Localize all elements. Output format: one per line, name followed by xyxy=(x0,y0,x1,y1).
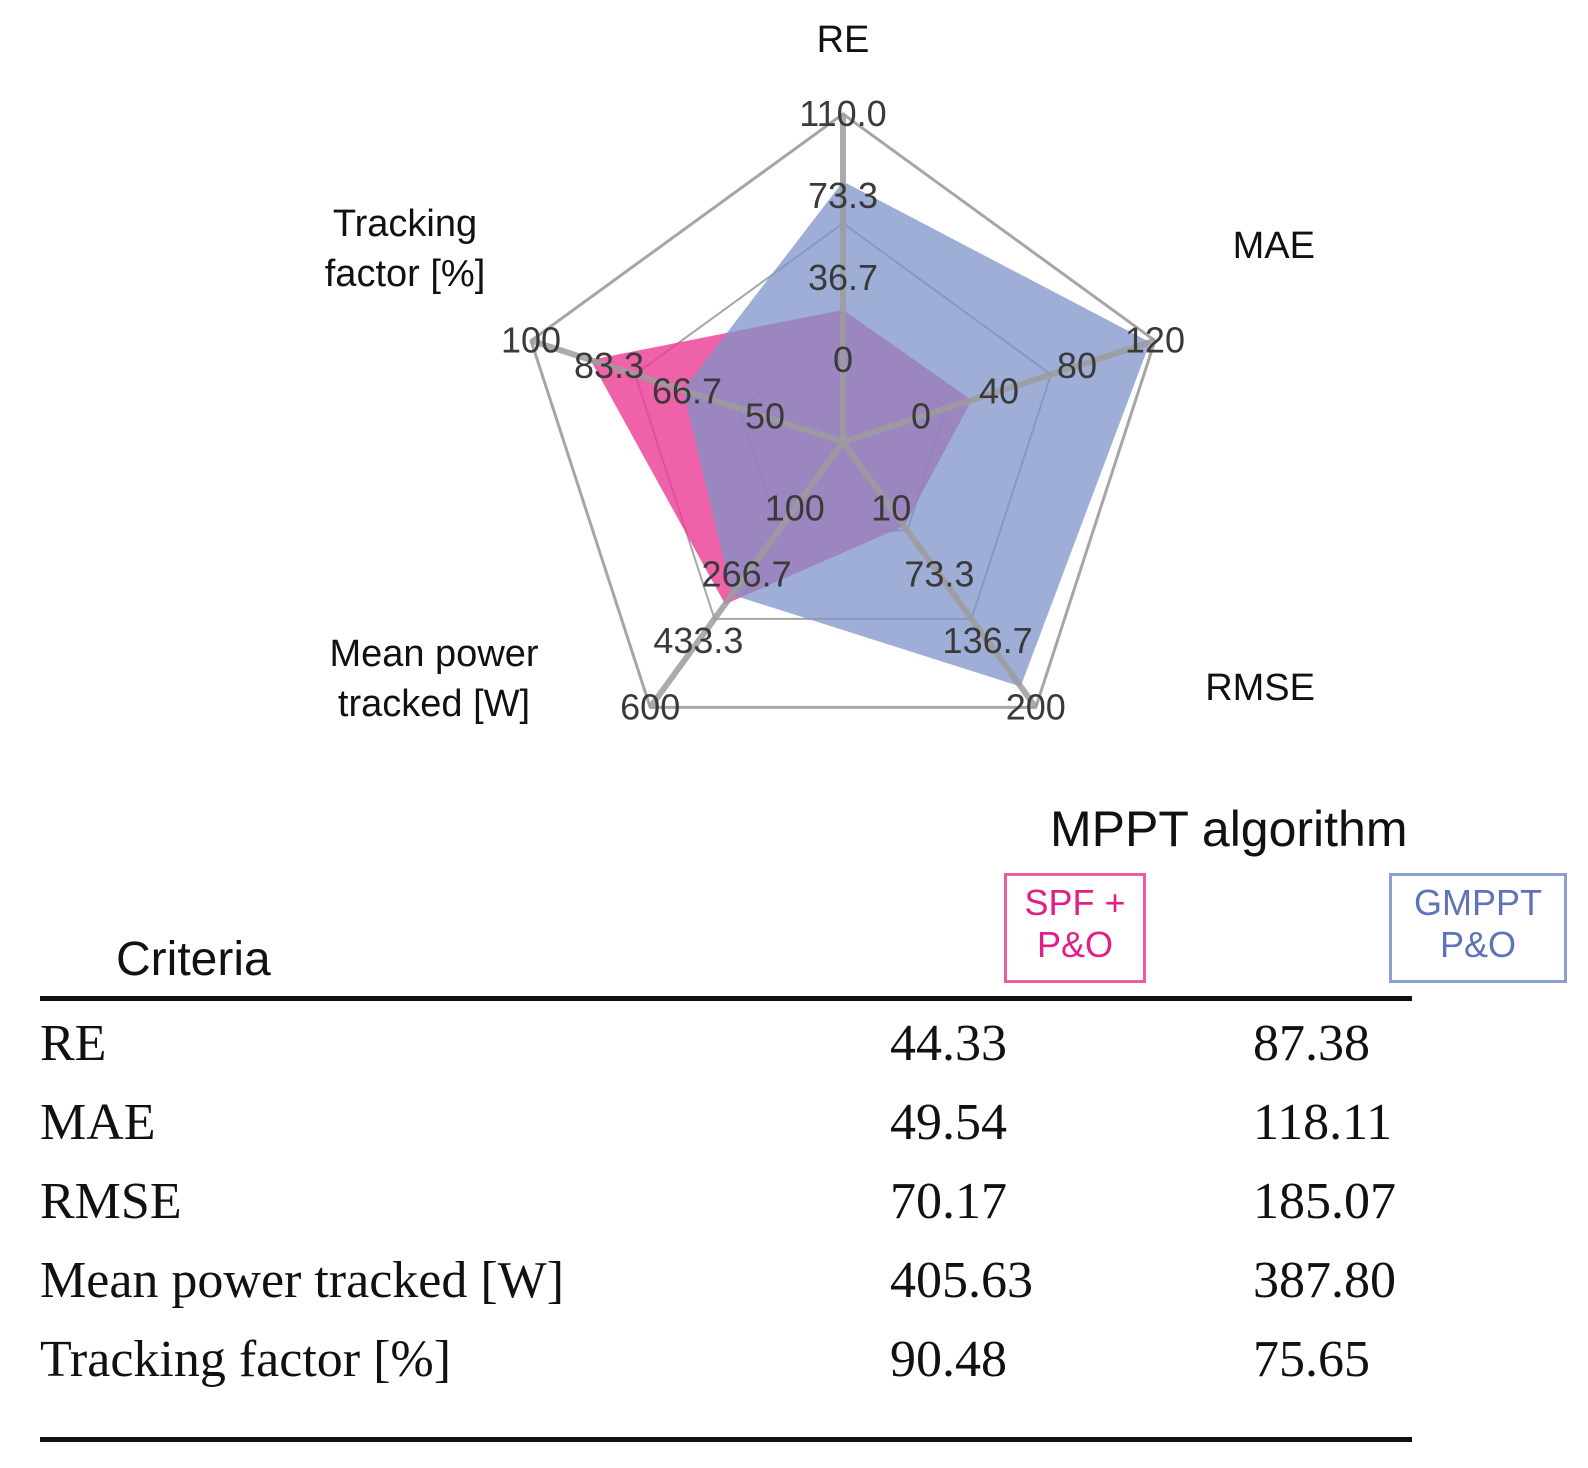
axis-title-line: RMSE xyxy=(1205,667,1315,709)
criteria-column-header: Criteria xyxy=(116,933,271,986)
axis-title-2: MAE xyxy=(1233,225,1315,267)
gmppt-value-cell: 387.80 xyxy=(1253,1252,1396,1309)
axis-title-line: factor [%] xyxy=(325,253,486,295)
axis-title-line: tracked [W] xyxy=(338,683,530,725)
table-row: Mean power tracked [W] 405.63 387.80 xyxy=(0,1251,1588,1321)
legend-item-gmppt-po: GMPPT P&O xyxy=(1389,873,1567,983)
axis-title-5: Tracking factor [%] xyxy=(325,203,486,295)
axis-tick-label: 100 xyxy=(501,320,561,361)
spf-value-cell: 70.17 xyxy=(890,1173,1007,1230)
gmppt-value-cell: 185.07 xyxy=(1253,1173,1396,1230)
radar-axis-titles: RE MAE RMSE Mean power tracked [W] Tracking fa… xyxy=(325,19,1315,725)
axis-tick-label: 10 xyxy=(871,487,911,528)
criterion-cell: RE xyxy=(40,1015,107,1072)
axis-tick-label: 100 xyxy=(765,487,825,528)
axis-title-3: RMSE xyxy=(1205,667,1315,709)
table-top-rule xyxy=(40,996,1412,1001)
axis-tick-label: 73.3 xyxy=(808,175,878,216)
axis-tick-label: 433.3 xyxy=(653,620,743,661)
axis-tick-label: 80 xyxy=(1057,345,1097,386)
axis-spoke-5 xyxy=(530,337,844,445)
legend-title: MPPT algorithm xyxy=(1050,801,1408,857)
series-area-gmppt-p-o xyxy=(682,181,1151,687)
criterion-cell: MAE xyxy=(40,1094,156,1151)
spf-value-cell: 49.54 xyxy=(890,1094,1007,1151)
axis-title-line: Mean power xyxy=(329,633,538,675)
gmppt-value-cell: 118.11 xyxy=(1253,1094,1393,1151)
criterion-cell: Mean power tracked [W] xyxy=(40,1252,565,1309)
axis-title-1: RE xyxy=(817,19,870,61)
legend-spf-line1: SPF + xyxy=(1024,882,1126,923)
table-row: MAE 49.54 118.11 xyxy=(0,1093,1588,1163)
table-row: RE 44.33 87.38 xyxy=(0,1014,1588,1084)
table-bottom-rule xyxy=(40,1437,1412,1442)
legend-spf-line2: P&O xyxy=(1036,924,1114,965)
axis-tick-label: 200 xyxy=(1006,686,1066,727)
axis-title-line: Tracking xyxy=(333,203,477,245)
axis-title-line: RE xyxy=(817,19,870,61)
axis-tick-label: 83.3 xyxy=(574,345,644,386)
criterion-cell: Tracking factor [%] xyxy=(40,1331,452,1388)
axis-tick-label: 73.3 xyxy=(904,554,974,595)
spf-value-cell: 44.33 xyxy=(890,1015,1007,1072)
legend-gmppt-line2: P&O xyxy=(1439,924,1517,965)
table-row: Tracking factor [%] 90.48 75.65 xyxy=(0,1330,1588,1400)
axis-tick-label: 0 xyxy=(911,396,931,437)
axis-spoke-4 xyxy=(647,440,846,710)
radar-tick-labels: 0 36.7 73.3 110.0 0 40 80 120 10 73.3 136.7 200 100 2… xyxy=(501,93,1185,727)
radar-chart: 0 36.7 73.3 110.0 0 40 80 120 10 73.3 136.7 200 100 2… xyxy=(325,19,1315,727)
criterion-cell: RMSE xyxy=(40,1173,182,1230)
axis-tick-label: 110.0 xyxy=(799,93,886,134)
axis-tick-label: 40 xyxy=(979,370,1019,411)
axis-tick-label: 266.7 xyxy=(702,554,792,595)
axis-tick-label: 136.7 xyxy=(943,620,1033,661)
legend-item-spf-po: SPF + P&O xyxy=(1004,873,1146,983)
axis-spoke-3 xyxy=(840,440,1039,710)
spf-value-cell: 90.48 xyxy=(890,1331,1007,1388)
spf-value-cell: 405.63 xyxy=(890,1252,1033,1309)
grid-ring-3 xyxy=(529,112,1157,709)
axis-tick-label: 66.7 xyxy=(652,370,722,411)
axis-spoke-2 xyxy=(842,337,1156,445)
axis-tick-label: 50 xyxy=(745,396,785,437)
legend-gmppt-line1: GMPPT xyxy=(1413,882,1542,923)
gmppt-value-cell: 75.65 xyxy=(1253,1331,1370,1388)
table-row: RMSE 70.17 185.07 xyxy=(0,1172,1588,1242)
axis-tick-label: 36.7 xyxy=(808,257,878,298)
radar-series xyxy=(530,114,1156,710)
axis-tick-label: 120 xyxy=(1125,320,1185,361)
axis-title-line: MAE xyxy=(1233,225,1315,267)
axis-tick-label: 0 xyxy=(833,339,853,380)
axis-tick-label: 600 xyxy=(620,686,680,727)
gmppt-value-cell: 87.38 xyxy=(1253,1015,1370,1072)
axis-title-4: Mean power tracked [W] xyxy=(329,633,538,725)
